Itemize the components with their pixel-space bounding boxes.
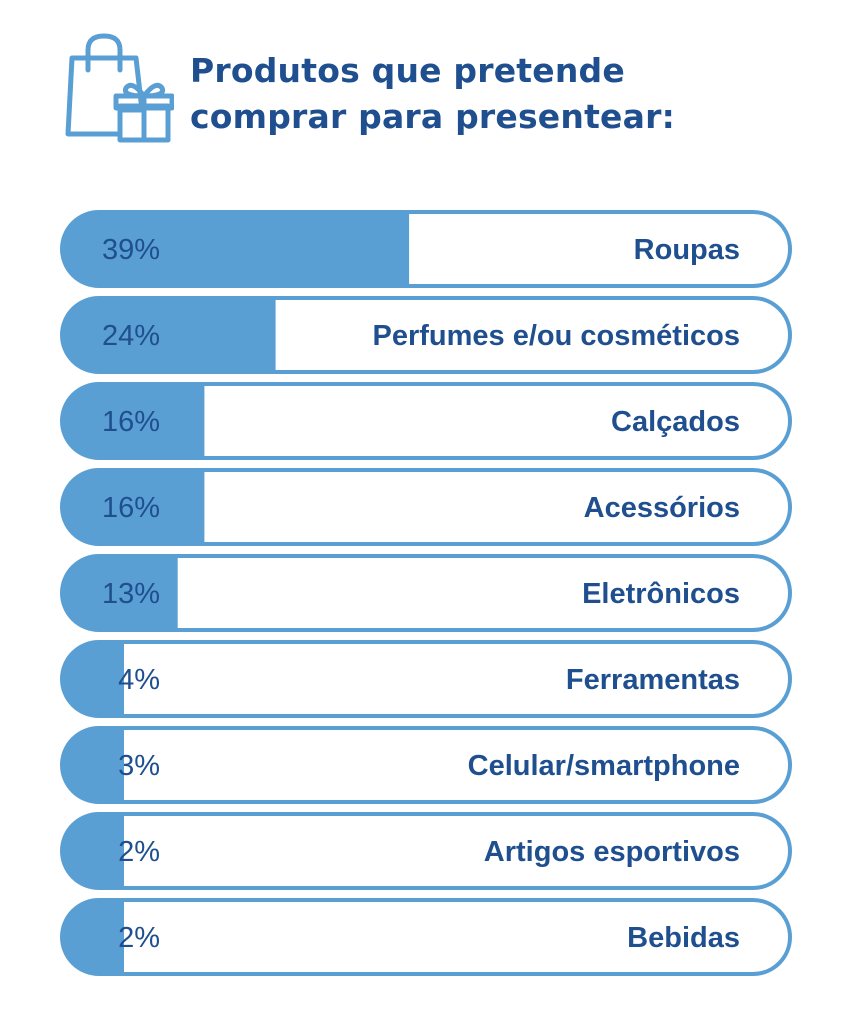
bar-outline — [60, 640, 792, 718]
bar-fill — [62, 384, 205, 458]
bar-outline — [60, 726, 792, 804]
bar-fill — [62, 470, 205, 544]
category-label: Eletrônicos — [582, 578, 740, 610]
bar-row: 24% Perfumes e/ou cosméticos — [60, 296, 792, 374]
category-label: Ferramentas — [566, 664, 740, 696]
value-label: 4% — [118, 664, 160, 696]
bar-outline — [60, 554, 792, 632]
bar-row: 16% Acessórios — [60, 468, 792, 546]
value-label: 16% — [102, 492, 160, 524]
bar-row: 16% Calçados — [60, 382, 792, 460]
title-line-2: comprar para presentear: — [190, 97, 675, 136]
bar-row: 2% Artigos esportivos — [60, 812, 792, 890]
bar-row: 4% Ferramentas — [60, 640, 792, 718]
bar-outline — [60, 898, 792, 976]
value-label: 16% — [102, 406, 160, 438]
value-label: 2% — [118, 836, 160, 868]
value-label: 2% — [118, 922, 160, 954]
shopping-bag-gift-icon — [62, 30, 175, 146]
value-label: 3% — [118, 750, 160, 782]
bar-track — [62, 900, 790, 974]
bar-outline — [60, 382, 792, 460]
category-label: Artigos esportivos — [484, 836, 740, 868]
value-label: 39% — [102, 234, 160, 266]
bar-outline — [60, 812, 792, 890]
bar-row: 13% Eletrônicos — [60, 554, 792, 632]
category-label: Celular/smartphone — [468, 750, 740, 782]
chart-title: Produtos que pretende comprar para prese… — [190, 48, 675, 140]
bar-track — [62, 470, 790, 544]
bar-fill — [62, 212, 410, 286]
chart-header: Produtos que pretende comprar para prese… — [62, 30, 782, 150]
bar-row: 39% Roupas — [60, 210, 792, 288]
bar-track — [62, 642, 790, 716]
category-label: Roupas — [634, 234, 740, 266]
value-label: 24% — [102, 320, 160, 352]
bar-fill — [62, 298, 276, 372]
bar-outline — [60, 468, 792, 546]
category-label: Perfumes e/ou cosméticos — [373, 320, 740, 352]
category-label: Bebidas — [627, 922, 740, 954]
bar-fill — [62, 556, 178, 630]
bar-track — [62, 814, 790, 888]
bar-row: 2% Bebidas — [60, 898, 792, 976]
title-line-1: Produtos que pretende — [190, 51, 625, 90]
category-label: Calçados — [611, 406, 740, 438]
bar-row: 3% Celular/smartphone — [60, 726, 792, 804]
bar-track — [62, 556, 790, 630]
value-label: 13% — [102, 578, 160, 610]
bar-track — [62, 384, 790, 458]
bar-outline — [60, 296, 792, 374]
bar-outline — [60, 210, 792, 288]
category-label: Acessórios — [584, 492, 740, 524]
bar-track — [62, 728, 790, 802]
